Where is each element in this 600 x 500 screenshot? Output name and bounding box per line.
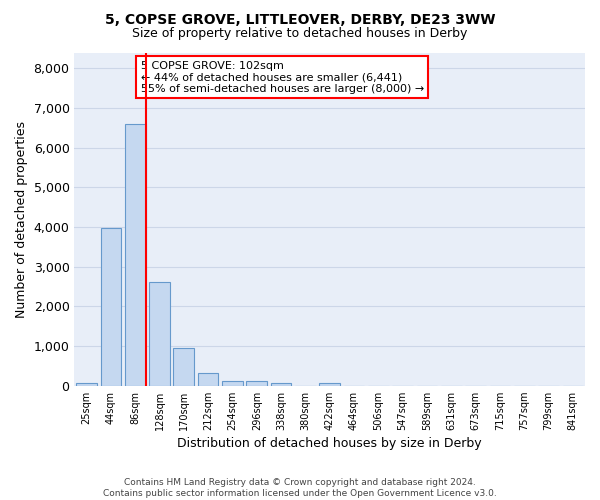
Bar (173, 348, 194, 386)
Y-axis label: Number of detached properties: Number of detached properties (15, 120, 28, 318)
Bar (271, 383, 292, 386)
Bar (247, 382, 267, 386)
Bar (319, 383, 340, 386)
Bar (101, 228, 121, 386)
Bar (149, 282, 170, 386)
Bar (76, 382, 97, 386)
X-axis label: Distribution of detached houses by size in Derby: Distribution of detached houses by size … (178, 437, 482, 450)
Text: 5 COPSE GROVE: 102sqm
← 44% of detached houses are smaller (6,441)
55% of semi-d: 5 COPSE GROVE: 102sqm ← 44% of detached … (141, 61, 424, 94)
Bar (198, 372, 218, 386)
Text: 5, COPSE GROVE, LITTLEOVER, DERBY, DE23 3WW: 5, COPSE GROVE, LITTLEOVER, DERBY, DE23 … (105, 12, 495, 26)
Bar (222, 380, 243, 386)
Text: Contains HM Land Registry data © Crown copyright and database right 2024.
Contai: Contains HM Land Registry data © Crown c… (103, 478, 497, 498)
Text: Size of property relative to detached houses in Derby: Size of property relative to detached ho… (133, 28, 467, 40)
Bar (125, 124, 146, 386)
